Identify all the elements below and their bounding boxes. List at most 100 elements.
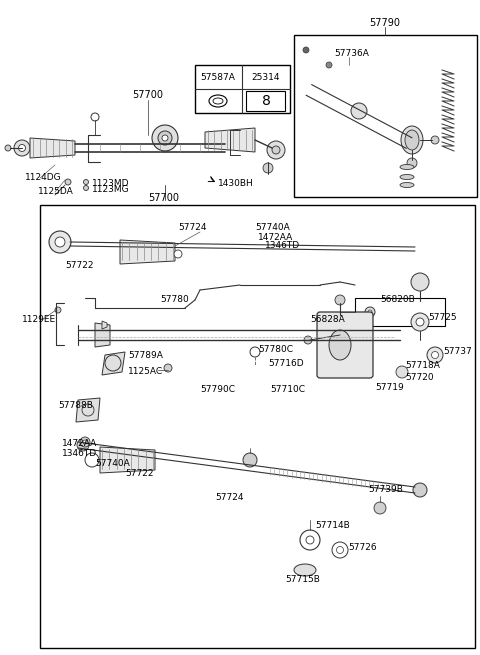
Circle shape [152,125,178,151]
Ellipse shape [401,126,423,154]
Circle shape [351,103,367,119]
Circle shape [243,453,257,467]
Circle shape [77,439,89,451]
Bar [40,205,475,648]
Polygon shape [120,240,175,264]
Circle shape [55,307,61,313]
FancyBboxPatch shape [317,312,373,378]
Text: 1129EE: 1129EE [22,316,56,324]
Circle shape [416,299,424,307]
Circle shape [5,145,11,151]
Ellipse shape [400,164,414,170]
Text: 57724: 57724 [178,223,206,233]
Circle shape [432,352,439,358]
Circle shape [65,179,71,185]
Circle shape [55,237,65,247]
Circle shape [164,364,172,372]
Circle shape [250,347,260,357]
Circle shape [83,440,87,444]
Ellipse shape [294,564,316,576]
Circle shape [411,313,429,331]
Text: 57789A: 57789A [128,350,163,360]
Circle shape [416,318,424,326]
Text: 57739B: 57739B [368,485,403,495]
Circle shape [263,163,273,173]
FancyBboxPatch shape [246,91,285,111]
Circle shape [174,250,182,258]
Text: 57780: 57780 [160,295,189,305]
Text: 1346TD: 1346TD [265,242,300,250]
Bar [195,65,290,113]
Circle shape [396,366,408,378]
Text: 56820B: 56820B [380,295,415,305]
Polygon shape [100,447,155,473]
Text: 1430BH: 1430BH [218,179,254,187]
Polygon shape [95,323,110,347]
Circle shape [374,502,386,514]
Text: 1125DA: 1125DA [38,187,74,196]
Text: 57722: 57722 [125,468,154,477]
Ellipse shape [400,183,414,187]
Circle shape [303,47,309,53]
Text: 57716D: 57716D [268,358,304,367]
Text: 1125AC: 1125AC [128,367,163,377]
Text: 57737: 57737 [443,348,472,356]
Circle shape [368,310,372,314]
Circle shape [272,146,280,154]
Text: 57725: 57725 [428,314,456,322]
Polygon shape [102,321,107,329]
Text: 57790: 57790 [370,18,400,28]
Circle shape [335,295,345,305]
Polygon shape [30,138,75,158]
Text: 57587A: 57587A [201,73,235,83]
Circle shape [84,185,88,191]
Text: 25314: 25314 [252,73,280,83]
Ellipse shape [329,330,351,360]
Circle shape [14,140,30,156]
Text: 57726: 57726 [348,544,377,553]
Text: 57722: 57722 [65,261,94,269]
Circle shape [267,141,285,159]
Ellipse shape [209,95,227,107]
Text: 57780C: 57780C [258,345,293,354]
Circle shape [84,179,88,185]
Ellipse shape [213,98,223,104]
Polygon shape [102,352,125,375]
Text: 57710C: 57710C [270,386,305,394]
Text: 1124DG: 1124DG [25,174,61,183]
Circle shape [413,483,427,497]
Polygon shape [205,128,255,152]
Circle shape [411,273,429,291]
Circle shape [158,131,172,145]
Text: 1123MG: 1123MG [92,185,130,195]
Circle shape [326,62,332,68]
Circle shape [162,135,168,141]
Text: 57790C: 57790C [200,386,235,394]
Circle shape [80,437,90,447]
Ellipse shape [405,130,419,150]
Text: 57714B: 57714B [315,521,350,529]
Polygon shape [76,398,100,422]
Text: 1472AA: 1472AA [258,233,293,242]
Text: 57740A: 57740A [255,223,290,233]
Circle shape [91,113,99,121]
Text: 57700: 57700 [132,90,164,100]
Circle shape [19,145,25,151]
Text: 1472AA: 1472AA [62,438,97,447]
Circle shape [49,231,71,253]
Circle shape [304,336,312,344]
Bar [294,35,477,197]
Text: 57740A: 57740A [95,458,130,468]
Text: 57719: 57719 [375,383,404,392]
Ellipse shape [400,174,414,179]
Text: 57715B: 57715B [285,576,320,584]
Text: 56828A: 56828A [310,316,345,324]
Text: 1123MD: 1123MD [92,179,130,187]
Bar [355,298,445,326]
Text: 57736A: 57736A [334,48,369,58]
Circle shape [407,158,417,168]
Text: 57718A: 57718A [405,360,440,369]
Circle shape [431,136,439,144]
Text: 57700: 57700 [148,193,179,203]
Text: 57724: 57724 [215,493,243,502]
